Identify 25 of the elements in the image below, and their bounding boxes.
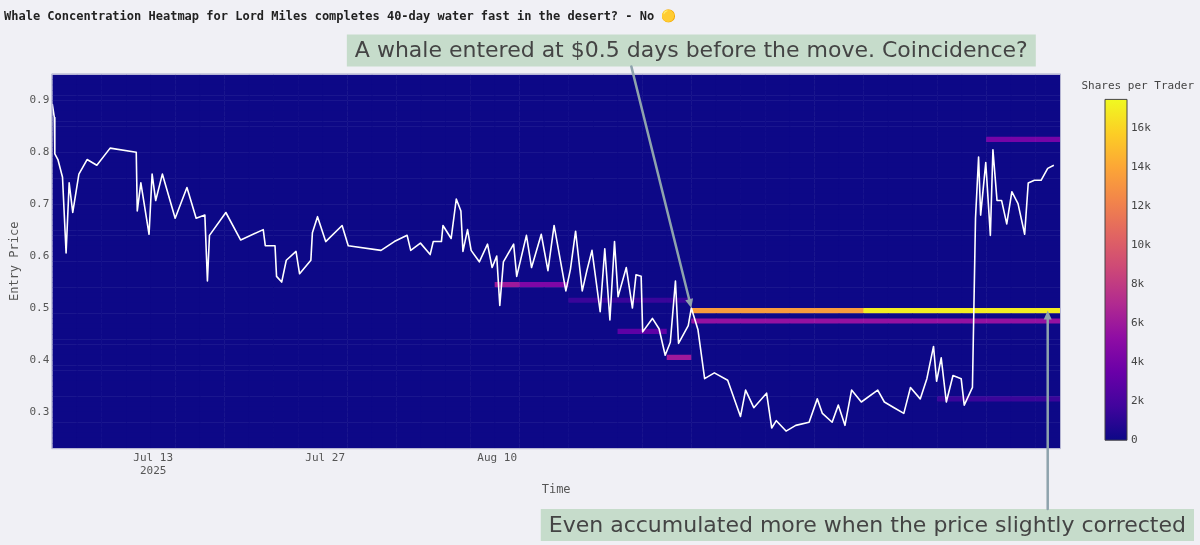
color-bar-label: 12k [1131,199,1152,213]
color-bar-label: 8k [1131,277,1145,291]
x-axis-title: Time [541,481,571,496]
y-tick-label: 0.3 [29,404,50,418]
color-bar-title: Shares per Trader [1081,78,1195,92]
color-bar-label: 6k [1131,316,1145,330]
color-bar-label: 14k [1131,160,1152,174]
chart-title: Whale Concentration Heatmap for Lord Miles completes 40-day water fast in the desert? - No 🟡 [4,9,677,24]
y-tick-label: 0.7 [29,197,50,211]
color-bar-label: 4k [1131,355,1145,369]
annotation: A whale entered at $0.5 days before the move. Coincidence? [354,37,1028,63]
y-tick-label: 0.4 [29,352,50,366]
y-axis-title: Entry Price [7,221,22,302]
color-bar-label: 0 [1131,433,1138,447]
y-tick-label: 0.6 [29,248,50,262]
color-bar-label: 16k [1131,121,1152,135]
y-tick-label: 0.9 [29,93,50,107]
color-bar-label: 2k [1131,394,1145,408]
x-tick-label: Jul 13 2025 [133,450,174,477]
x-tick-label: Aug 10 [477,450,518,464]
x-tick-label: Jul 27 [305,450,346,464]
y-tick-label: 0.8 [29,145,50,159]
text: Even accumulated more when the price slightly corrected [548,511,1187,537]
y-tick-label: 0.5 [29,300,50,314]
color-bar-label: 10k [1131,238,1152,252]
